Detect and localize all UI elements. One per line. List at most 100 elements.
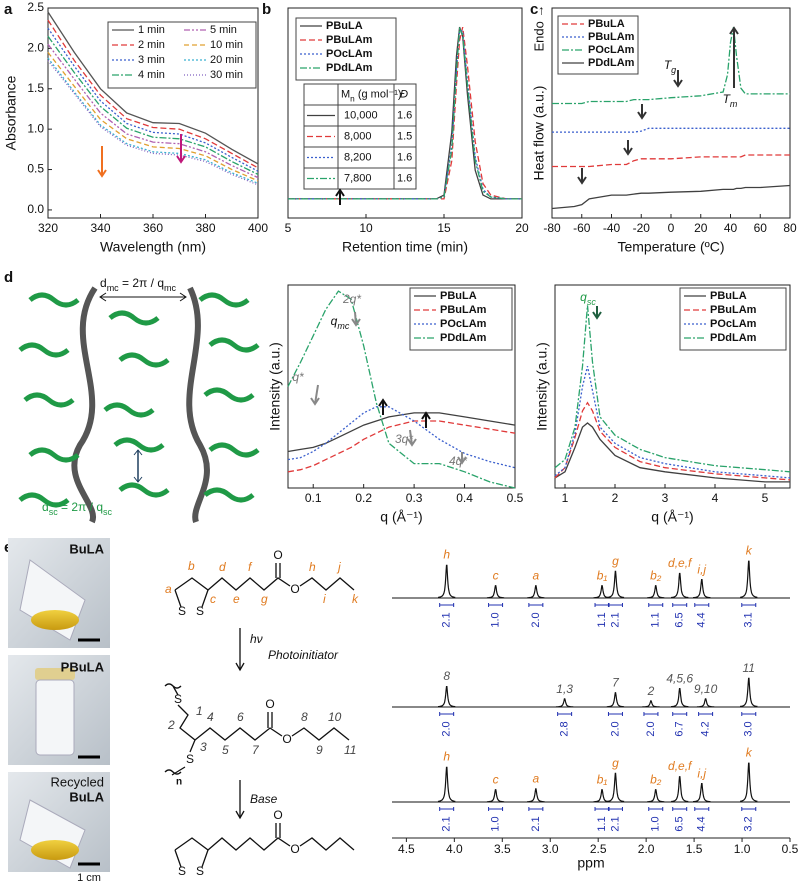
annotation: qsc [580, 290, 596, 307]
atom-label: 5 [222, 743, 229, 757]
integral-label: 1.1 [650, 612, 662, 627]
integral [643, 712, 659, 716]
side-chains [18, 292, 260, 508]
nmr-peak [739, 762, 758, 802]
series-line [47, 27, 259, 172]
reagent: hν [250, 632, 263, 646]
atom: O [282, 732, 291, 746]
nmr-peak [692, 579, 711, 599]
text-part: q [331, 314, 338, 328]
text-part: d [100, 276, 107, 290]
arrow-head [378, 398, 388, 407]
integral [672, 603, 688, 607]
atom-label: 2 [167, 718, 175, 732]
integral [439, 603, 455, 607]
atom-label: e [233, 592, 240, 606]
x-tick-label: 20 [515, 221, 529, 235]
reaction-scheme: S S O O a b c d e f g h i j k hν Photoin… [164, 548, 359, 878]
peak-label: i,j [697, 562, 706, 576]
legend-frame [409, 287, 513, 351]
photo-label: BuLA [69, 789, 104, 804]
x-tick-label: 3.0 [542, 842, 559, 856]
integral [741, 712, 757, 716]
x-tick-label: 4.5 [398, 842, 415, 856]
arrow-head [673, 79, 683, 88]
dsc-label: dsc = 2π / qsc [42, 500, 113, 517]
series-line [288, 26, 522, 200]
arrow-head [351, 318, 361, 327]
nmr-peak [740, 560, 758, 598]
x-tick-label: 360 [143, 221, 163, 235]
integral-label: 1.1 [596, 612, 608, 627]
arrow-head [729, 26, 739, 35]
x-tick-label: 1.5 [686, 842, 703, 856]
integral [594, 807, 610, 811]
x-tick-label: 0 [668, 221, 675, 235]
annotation: Endo → [531, 5, 546, 52]
table-cell: 1.6 [397, 109, 412, 121]
x-tick-label: 2.5 [590, 842, 607, 856]
legend-label: POcLAm [326, 48, 373, 60]
annotation: Tg [664, 58, 676, 75]
peak-label: b₁ [597, 773, 608, 787]
integral-label: 2.8 [559, 721, 571, 736]
arrow-head [592, 311, 602, 320]
table-header: Mn (g mol⁻¹) [341, 88, 402, 103]
arrow-head [623, 147, 633, 156]
nmr-peak [739, 677, 758, 708]
arrow-head [235, 810, 245, 820]
arrow-head [235, 662, 245, 672]
annotation: qmc [331, 314, 350, 331]
peak-label: b₂ [650, 773, 662, 787]
atom-label: d [219, 560, 226, 574]
nmr-peak [437, 766, 456, 802]
integral-label: 2.1 [441, 612, 453, 627]
legend-frame [557, 15, 639, 75]
arrow-head [97, 169, 107, 178]
integral-label: 3.0 [743, 721, 755, 736]
vial-cap [35, 668, 75, 680]
series-line [554, 422, 790, 483]
series-line [47, 35, 259, 175]
atom-label: 11 [344, 743, 356, 757]
backbone [71, 286, 98, 524]
x-tick-label: 4.0 [446, 842, 463, 856]
integral [672, 807, 688, 811]
text-part: sc [587, 297, 597, 307]
atom-labels: 1 2 3 4 5 6 7 8 9 10 11 [167, 704, 356, 757]
peak-label: b₂ [650, 569, 662, 583]
legend-label: 3 min [138, 54, 165, 66]
atom-label: 7 [252, 743, 260, 757]
reagent: Base [250, 792, 278, 806]
atom: S [178, 604, 186, 618]
x-tick-label: -40 [603, 221, 621, 235]
table-cell: 8,200 [344, 151, 372, 163]
bond [275, 563, 281, 578]
x-tick-label: 1 [562, 491, 569, 505]
x-tick-label: 0.1 [305, 491, 322, 505]
legend-label: PDdLAm [440, 332, 487, 344]
atom: S [196, 864, 204, 878]
x-tick-label: 15 [437, 221, 451, 235]
legend-label: PDdLAm [588, 57, 635, 69]
table-cell: 7,800 [344, 172, 372, 184]
atom: S [174, 692, 182, 706]
peak-label: c [493, 773, 499, 787]
series-line [287, 290, 516, 489]
peak-label: a [533, 772, 540, 786]
atom: O [273, 548, 282, 562]
integral-label: 2.0 [530, 612, 542, 627]
x-tick-label: 320 [38, 221, 58, 235]
x-tick-label: 5 [285, 221, 292, 235]
arrow-head [407, 438, 417, 447]
nmr-peak [593, 585, 611, 599]
legend-label: PBuLA [710, 290, 747, 302]
x-tick-label: -20 [633, 221, 651, 235]
integral [648, 807, 664, 811]
integral [694, 603, 710, 607]
text-part: mc [164, 283, 176, 293]
peak-label: 4,5,6 [666, 671, 693, 685]
series-line [47, 57, 259, 184]
text-part: d [42, 500, 49, 514]
atom-label: i [323, 592, 326, 606]
